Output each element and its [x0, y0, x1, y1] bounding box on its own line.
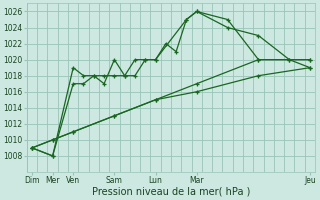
X-axis label: Pression niveau de la mer( hPa ): Pression niveau de la mer( hPa )	[92, 187, 250, 197]
